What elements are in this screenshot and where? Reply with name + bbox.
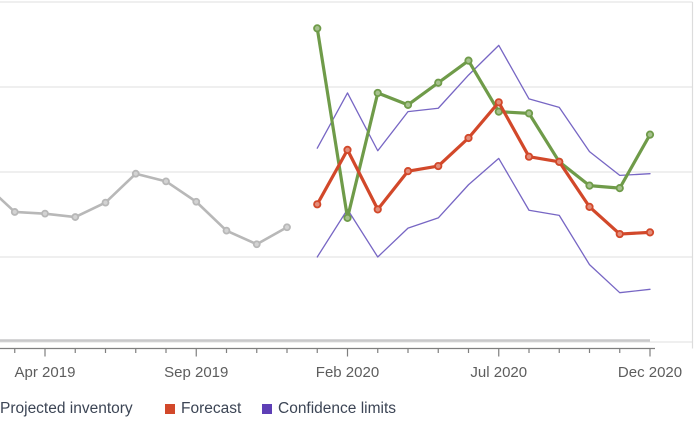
series-forecast [313,98,655,239]
legend-label-forecast: Forecast [181,400,242,417]
data-point-projected-inventory [192,197,201,206]
data-point-forecast [645,228,655,237]
data-point-forecast [373,205,382,214]
x-axis-label: Sep 2019 [164,364,228,381]
data-point-forecast [434,161,443,171]
data-point-green-series [524,109,534,118]
data-point-projected-inventory [162,177,170,186]
forecast-line-chart: Apr 2019 Sep 2019 Feb 2020 Jul 2020 Dec 2020 [0,1,694,381]
legend-item-projected-inventory[interactable]: Projected inventory [0,398,133,420]
x-axis-label: Feb 2020 [316,364,379,381]
series-green-series [313,24,655,222]
data-point-projected-inventory [222,226,231,235]
confidence-limits-swatch [262,404,272,414]
legend-label-confidence-limits: Confidence limits [278,400,397,417]
data-point-projected-inventory [131,169,140,178]
data-point-forecast [494,98,503,107]
data-point-green-series [494,107,503,116]
data-point-green-series [373,88,382,98]
legend-label-projected-inventory: Projected inventory [0,400,133,417]
data-point-forecast [464,133,473,143]
data-point-forecast [615,229,624,239]
data-point-green-series [645,130,655,139]
data-point-projected-inventory [252,240,261,249]
data-point-forecast [403,167,413,176]
forecast-swatch [165,404,175,414]
x-axis: Apr 2019 Sep 2019 Feb 2020 Jul 2020 Dec 2020 [0,347,682,381]
series-confidence-lower [316,157,651,294]
data-point-forecast [585,202,594,211]
series-confidence-upper [316,44,651,177]
data-point-projected-inventory [101,198,110,207]
data-point-green-series [434,78,443,87]
x-axis-label: Apr 2019 [15,364,76,381]
data-point-green-series [585,181,594,190]
gridlines [0,1,693,343]
data-point-forecast [524,152,534,161]
data-point-projected-inventory [283,223,291,232]
data-point-green-series [403,100,413,109]
series-projected-inventory [0,169,291,249]
data-point-green-series [313,24,322,33]
data-point-green-series [343,213,352,222]
legend-item-confidence-limits[interactable]: Confidence limits [262,398,396,420]
data-point-forecast [343,145,352,154]
data-point-projected-inventory [41,209,49,218]
legend-item-forecast[interactable]: Forecast [165,398,241,420]
x-axis-label: Dec 2020 [618,364,682,381]
data-point-green-series [615,184,624,193]
data-point-forecast [313,200,322,209]
data-point-projected-inventory [71,213,80,221]
data-point-projected-inventory [10,208,19,216]
data-point-green-series [464,56,473,65]
data-point-forecast [555,157,564,166]
x-axis-label: Jul 2020 [470,364,527,381]
chart-legend: Projected inventory Forecast Confidence … [0,398,695,422]
